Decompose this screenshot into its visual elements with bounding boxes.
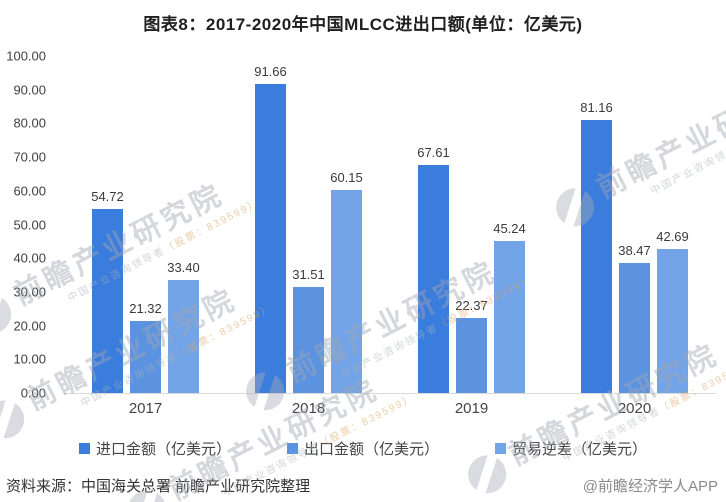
bar-value-label: 33.40: [167, 260, 200, 276]
bar: 22.37: [455, 298, 488, 393]
legend-item: 贸易逆差（亿美元）: [495, 438, 647, 459]
bar: 42.69: [656, 229, 689, 393]
bar-value-label: 54.72: [91, 188, 124, 204]
bar-group-2019: 67.61 22.37 45.24: [390, 56, 553, 393]
bar-value-label: 67.61: [417, 145, 450, 161]
chart-title: 图表8：2017-2020年中国MLCC进出口额(单位：亿美元): [143, 15, 583, 34]
y-tick-label: 90.00: [13, 82, 46, 98]
legend-item: 出口金额（亿美元）: [286, 438, 439, 459]
y-tick-label: 70.00: [13, 149, 46, 165]
bar: 91.66: [254, 64, 287, 393]
bar: 21.32: [129, 301, 162, 393]
y-tick-label: 20.00: [13, 318, 46, 334]
y-tick-label: 80.00: [13, 115, 46, 131]
y-tick-label: 30.00: [13, 284, 46, 300]
bar: 67.61: [417, 145, 450, 393]
x-axis-label: 2017: [128, 400, 163, 417]
x-axis-label: 2018: [291, 400, 326, 417]
bar: 81.16: [580, 100, 613, 393]
y-tick-label: 10.00: [13, 351, 46, 367]
bar: 31.51: [292, 267, 325, 393]
bar-value-label: 60.15: [330, 170, 363, 186]
bar: 38.47: [618, 243, 651, 393]
bar-value-label: 38.47: [618, 243, 651, 259]
legend-marker: [495, 443, 506, 454]
x-axis-labels: 2017 2018 2019 2020: [64, 400, 716, 417]
watermark-logo-icon: [0, 393, 31, 445]
legend-item: 进口金额（亿美元）: [78, 438, 231, 459]
source-note: 资料来源：中国海关总署 前瞻产业研究院整理: [6, 478, 311, 495]
bar-value-label: 31.51: [292, 266, 325, 282]
bar: 33.40: [167, 260, 200, 393]
plot-area: 54.72 21.32 33.40 91.66 31.51 60.15 67.61 22.37…: [64, 56, 716, 394]
legend-label: 进口金额（亿美元）: [95, 441, 231, 458]
bar: 54.72: [91, 189, 124, 393]
bar: 45.24: [493, 221, 526, 393]
bar-value-label: 21.32: [129, 301, 162, 317]
legend-marker: [78, 443, 90, 454]
bar-value-label: 91.66: [254, 64, 287, 80]
bar-value-label: 45.24: [493, 220, 526, 236]
bar-group-2018: 91.66 31.51 60.15: [227, 56, 390, 393]
bar: 60.15: [330, 170, 363, 393]
y-tick-label: 0.00: [20, 385, 46, 401]
x-axis-label: 2019: [454, 400, 489, 417]
credit-note: @前瞻经济学人APP: [582, 478, 718, 495]
y-tick-label: 50.00: [13, 217, 46, 232]
bar-value-label: 81.16: [580, 99, 613, 115]
bar-group-2017: 54.72 21.32 33.40: [64, 56, 227, 393]
legend-label: 贸易逆差（亿美元）: [512, 441, 648, 458]
y-tick-label: 40.00: [13, 250, 46, 266]
legend: 进口金额（亿美元） 出口金额（亿美元） 贸易逆差（亿美元）: [0, 438, 726, 459]
y-tick-label: 60.00: [13, 183, 46, 199]
y-tick-label: 100.00: [6, 48, 46, 64]
legend-label: 出口金额（亿美元）: [303, 441, 439, 458]
y-axis: 100.00 90.00 80.00 70.00 60.00 50.00 40.00 30.0…: [0, 49, 48, 401]
x-axis-label: 2020: [617, 400, 652, 417]
bar-value-label: 42.69: [656, 229, 689, 245]
legend-marker: [286, 443, 298, 454]
bar-group-2020: 81.16 38.47 42.69: [553, 56, 716, 393]
bar-value-label: 22.37: [455, 297, 488, 313]
